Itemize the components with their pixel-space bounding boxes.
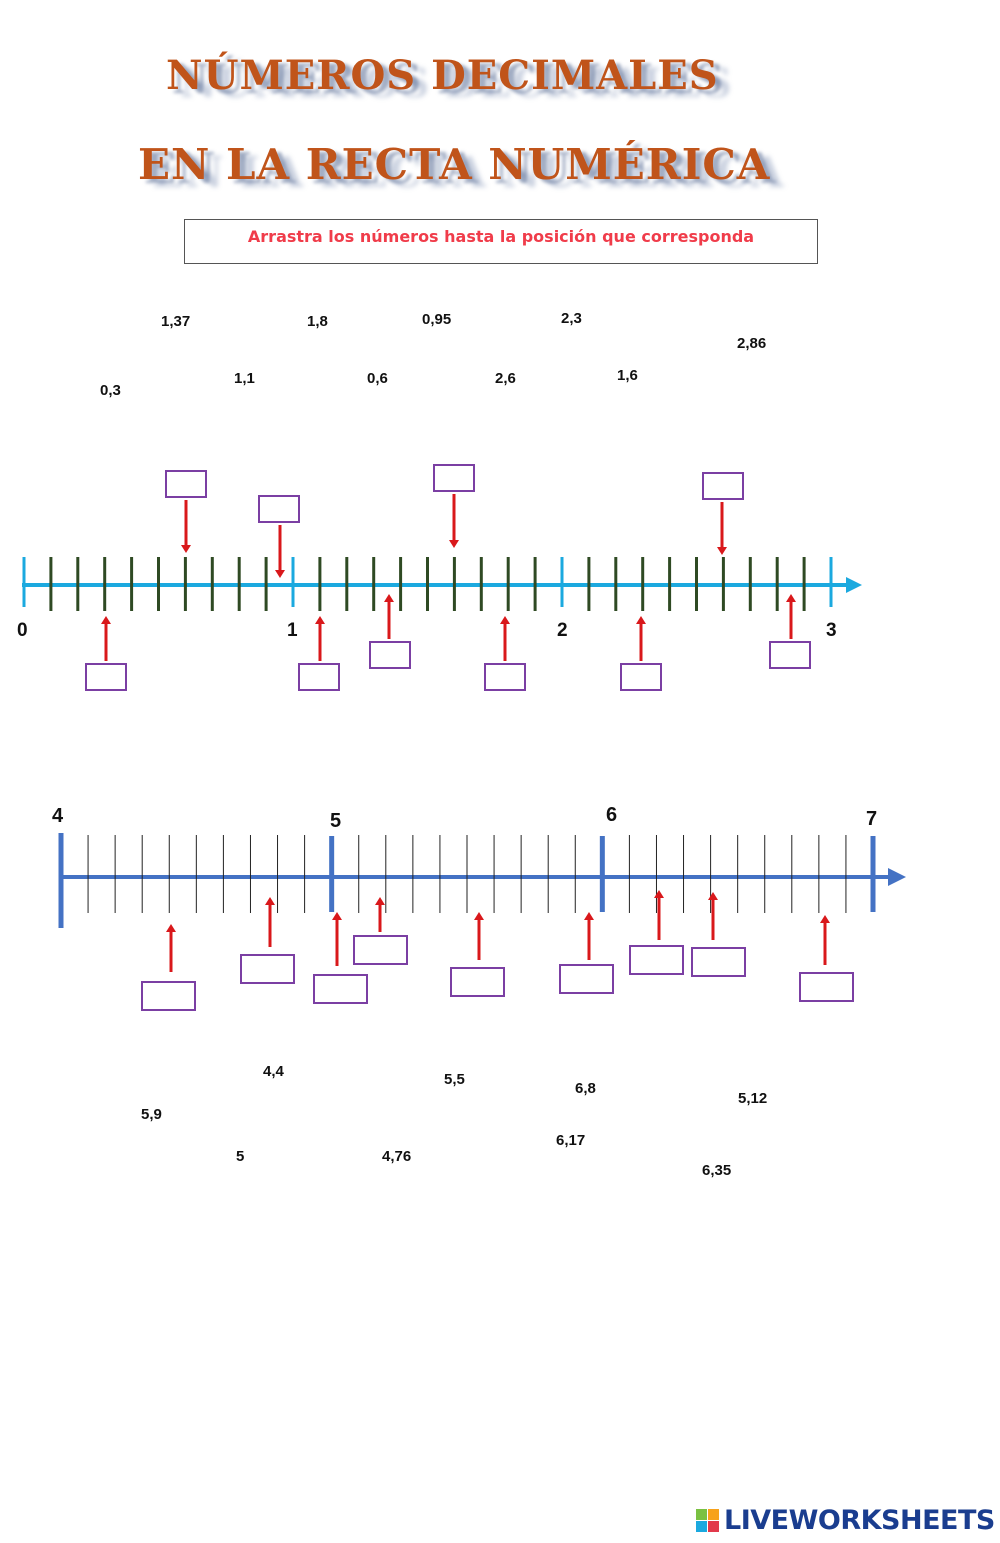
drag-chip[interactable]: 1,37 (161, 313, 191, 330)
drag-chip[interactable]: 0,95 (422, 311, 452, 328)
drag-chip[interactable]: 5,5 (444, 1071, 465, 1088)
answer-box[interactable] (769, 641, 811, 669)
answer-box[interactable] (450, 967, 505, 997)
drag-chip[interactable]: 2,3 (561, 310, 582, 327)
pointer-arrowhead (584, 912, 594, 920)
answer-box[interactable] (240, 954, 295, 984)
pointer-arrowhead (717, 547, 727, 555)
number-line-4-7: 4 5 6 7 (52, 804, 906, 972)
drag-chip[interactable]: 1,8 (307, 313, 328, 330)
drag-chip[interactable]: 0,3 (100, 382, 121, 399)
axis-label-6: 6 (606, 804, 617, 826)
drag-chip[interactable]: 5,12 (738, 1090, 768, 1107)
liveworksheets-logo-icon (696, 1509, 720, 1533)
title-line-1: NÚMEROS DECIMALES (166, 52, 719, 99)
answer-box[interactable] (353, 935, 408, 965)
drag-chip[interactable]: 4,76 (382, 1148, 412, 1165)
drag-chip[interactable]: 1,6 (617, 367, 638, 384)
pointer-arrowhead (375, 897, 385, 905)
tick-marks (58, 833, 876, 928)
answer-box[interactable] (484, 663, 526, 691)
liveworksheets-logo[interactable]: LIVEWORKSHEETS (696, 1503, 995, 1539)
liveworksheets-logo-text: LIVEWORKSHEETS (724, 1505, 995, 1536)
axis-label-7: 7 (866, 808, 877, 830)
answer-box[interactable] (702, 472, 744, 500)
answer-box[interactable] (85, 663, 127, 691)
axis-label-1: 1 (287, 620, 298, 641)
drag-chip[interactable]: 0,6 (367, 370, 388, 387)
answer-box[interactable] (165, 470, 207, 498)
number-line-0-3: 0 1 2 3 (17, 494, 862, 661)
answer-box[interactable] (313, 974, 368, 1004)
pointer-arrowhead (181, 545, 191, 553)
pointer-arrowhead (636, 616, 646, 624)
axis-arrowhead (846, 577, 862, 593)
answer-box[interactable] (559, 964, 614, 994)
axis-label-4: 4 (52, 805, 64, 827)
pointer-arrows (166, 890, 830, 972)
instruction-text: Arrastra los números hasta la posición q… (247, 227, 755, 246)
pointer-arrowhead (474, 912, 484, 920)
pointer-arrowhead (384, 594, 394, 602)
answer-box[interactable] (433, 464, 475, 492)
drag-chip[interactable]: 5 (236, 1148, 245, 1165)
answer-box[interactable] (799, 972, 854, 1002)
tick-marks (22, 557, 833, 611)
answer-box[interactable] (629, 945, 684, 975)
answer-box[interactable] (691, 947, 746, 977)
drag-chip[interactable]: 2,86 (737, 335, 767, 352)
pointer-arrowhead (101, 616, 111, 624)
pointer-arrowhead (315, 616, 325, 624)
drag-chip[interactable]: 6,35 (702, 1162, 732, 1179)
pointer-arrowhead (449, 540, 459, 548)
axis-arrowhead (888, 868, 906, 886)
answer-box[interactable] (620, 663, 662, 691)
drag-chip[interactable]: 6,17 (556, 1132, 586, 1149)
answer-box[interactable] (258, 495, 300, 523)
drag-chip[interactable]: 2,6 (495, 370, 516, 387)
title-line-2: EN LA RECTA NUMÉRICA (138, 140, 771, 189)
axis-label-2: 2 (557, 620, 568, 641)
pointer-arrowhead (332, 912, 342, 920)
drag-chip[interactable]: 1,1 (234, 370, 255, 387)
axis-label-0: 0 (17, 620, 28, 641)
answer-box[interactable] (369, 641, 411, 669)
answer-box[interactable] (141, 981, 196, 1011)
axis-label-5: 5 (330, 810, 341, 832)
pointer-arrowhead (166, 924, 176, 932)
answer-box[interactable] (298, 663, 340, 691)
pointer-arrowhead (500, 616, 510, 624)
pointer-arrowhead (786, 594, 796, 602)
pointer-arrowhead (265, 897, 275, 905)
pointer-arrowhead (820, 915, 830, 923)
drag-chip[interactable]: 4,4 (263, 1063, 284, 1080)
drag-chip[interactable]: 6,8 (575, 1080, 596, 1097)
pointer-arrowhead (708, 892, 718, 900)
drag-chip[interactable]: 5,9 (141, 1106, 162, 1123)
instruction-box: Arrastra los números hasta la posición q… (184, 219, 818, 264)
pointer-arrows (101, 494, 796, 661)
pointer-arrowhead (654, 890, 664, 898)
pointer-arrowhead (275, 570, 285, 578)
axis-label-3: 3 (826, 620, 837, 641)
